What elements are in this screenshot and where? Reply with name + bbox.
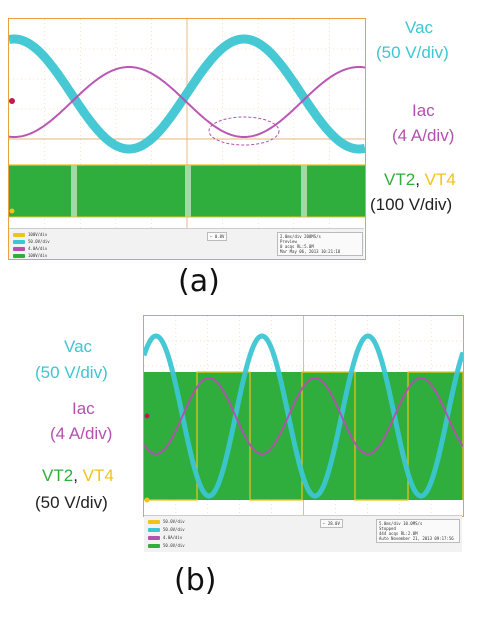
acquisition-readout-a: 2.0ms/div 200MS/s Preview 0 acqs RL:5.0M…	[277, 232, 363, 256]
scope-screen-b	[143, 315, 464, 517]
vt-scale-b: (50 V/div)	[35, 493, 108, 512]
status-bar-b: 50.0V/div 50.0V/div 4.0A/div 50.0V/div ⌐…	[144, 515, 462, 552]
acquisition-readout-b: 5.0ms/div 10.0MS/s Stopped 444 acqs RL:2…	[376, 519, 460, 543]
vac-scale-a: (50 V/div)	[376, 43, 449, 62]
vac-label-a: Vac	[405, 18, 434, 37]
vt4-square-wave	[144, 371, 463, 501]
vt2-gap	[185, 165, 191, 217]
waveform-plot-b	[144, 316, 463, 516]
channel-1-readout-a: 100V/div	[13, 232, 47, 237]
iac-label-b: Iac	[72, 399, 95, 418]
channel-4-readout-a: 100V/div	[13, 253, 47, 258]
iac-waveform	[144, 377, 463, 455]
vt2-gap	[71, 165, 77, 217]
status-bar-a: 100V/div 50.0V/div 4.0A/div 100V/div ⌐ 0…	[9, 228, 364, 259]
marker-vt4	[144, 497, 150, 503]
trigger-readout-a: ⌐ 0.8V	[207, 232, 228, 241]
channel-4-readout-b: 50.0V/div	[148, 543, 185, 548]
vac-waveform	[144, 333, 463, 499]
channel-3-readout-b: 4.0A/div	[148, 535, 182, 540]
iac-label-a: Iac	[412, 101, 435, 120]
iac-scale-b: (4 A/div)	[50, 424, 113, 443]
channel-2-readout-a: 50.0V/div	[13, 239, 50, 244]
vt-labels-b: VT2, VT4	[42, 466, 114, 485]
vac-scale-b: (50 V/div)	[35, 363, 108, 382]
vac-label-b: Vac	[64, 337, 93, 356]
channel-3-readout-a: 4.0A/div	[13, 246, 47, 251]
iac-scale-a: (4 A/div)	[392, 126, 455, 145]
highlight-ellipse	[208, 116, 280, 146]
iac-waveform	[9, 66, 365, 138]
vac-waveform	[9, 34, 365, 154]
channel-2-readout-b: 50.0V/div	[148, 527, 185, 532]
marker-iac	[9, 98, 15, 104]
marker-iac	[144, 413, 150, 419]
vt-labels-a: VT2, VT4	[384, 170, 456, 189]
waveform-plot-a	[9, 19, 365, 259]
caption-a: (a)	[178, 264, 220, 299]
scope-screen-a	[8, 18, 366, 260]
caption-b: (b)	[174, 563, 217, 598]
vt-scale-a: (100 V/div)	[370, 195, 453, 214]
marker-vt4	[9, 208, 15, 214]
channel-1-readout-b: 50.0V/div	[148, 519, 185, 524]
vt2-gap	[301, 165, 307, 217]
trigger-readout-b: ⌐ 28.0V	[320, 519, 343, 528]
